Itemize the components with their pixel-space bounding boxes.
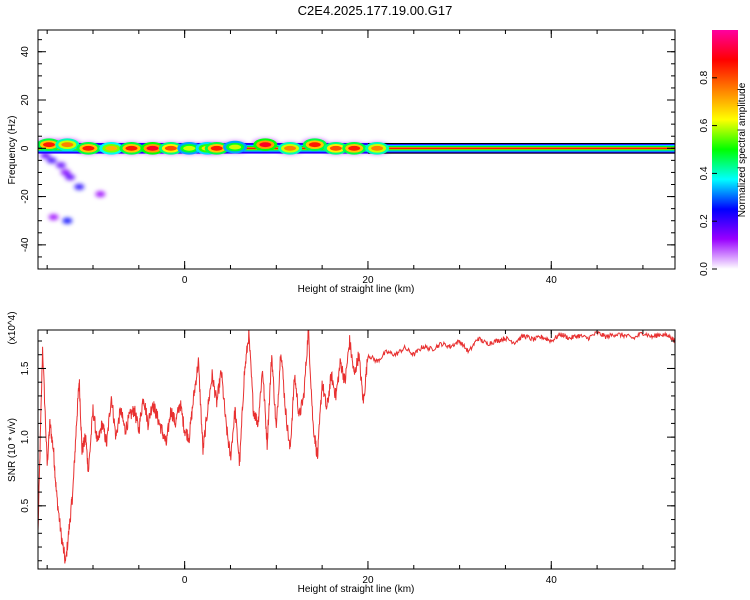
heatmap-marks — [38, 138, 675, 224]
y-tick-label: 1.5 — [20, 361, 31, 375]
colorbar-gradient — [712, 30, 738, 269]
heatmap-scatter-blob — [46, 157, 57, 164]
y-tick-label: 0.5 — [20, 498, 31, 512]
snr-xlabel: Height of straight line (km) — [298, 584, 415, 595]
y-tick-label: -40 — [20, 237, 31, 252]
heatmap-blob-core — [105, 145, 118, 151]
colorbar-tick-label: 0.6 — [699, 118, 710, 132]
heatmap-blob-core — [259, 142, 272, 148]
x-tick-label: 40 — [546, 275, 558, 286]
heatmap-scatter-blob — [95, 191, 106, 198]
heatmap-blob-core — [210, 145, 223, 151]
heatmap-blob-core — [284, 145, 297, 151]
heatmap-scatter-blob — [40, 152, 51, 159]
snr-frame — [37, 329, 676, 570]
heatmap-frame — [37, 29, 676, 270]
heatmap-scatter-blob — [65, 174, 76, 181]
y-tick-label: 20 — [20, 94, 31, 106]
y-tick-label: 0 — [20, 145, 31, 151]
heatmap-blob-core — [308, 142, 321, 148]
heatmap-ticks: 0 20 40 -40 -20 0 20 40 — [20, 30, 675, 286]
heatmap-blob-core — [348, 145, 361, 151]
heatmap-scatter-blob — [60, 169, 71, 176]
colorbar: 0.0 0.2 0.4 0.6 0.8 Normalized spectral ampl… — [699, 30, 748, 276]
colorbar-tick-label: 0.8 — [699, 70, 710, 84]
y-tick-label: 1.0 — [20, 430, 31, 444]
heatmap-blob-core — [371, 145, 384, 151]
heatmap-xlabel: Height of straight line (km) — [298, 284, 415, 295]
heatmap-scatter-blob — [55, 162, 66, 169]
heatmap-scatter-blob — [62, 217, 73, 224]
snr-scale-label: (x10^4) — [7, 311, 18, 344]
heatmap-hot-blobs — [38, 138, 390, 155]
heatmap-blob-core — [146, 145, 159, 151]
x-tick-label: 40 — [546, 575, 558, 586]
x-tick-label: 0 — [182, 275, 188, 286]
x-tick-label: 0 — [182, 575, 188, 586]
x-tick-label: 20 — [362, 575, 374, 586]
heatmap-blob-core — [125, 145, 138, 151]
heatmap-blob-core — [164, 145, 177, 151]
snr-ticks: 0 20 40 0.5 1.0 1.5 — [20, 330, 675, 586]
heatmap-blob-core — [82, 145, 95, 151]
snr-panel: 0 20 40 0.5 1.0 1.5 Height of straight line (… — [7, 311, 676, 595]
colorbar-tick-label: 0.4 — [699, 166, 710, 180]
colorbar-label: Normalized spectral amplitude — [737, 82, 748, 217]
colorbar-tick-label: 0.0 — [699, 262, 710, 276]
spectrogram-panel: 0 20 40 -40 -20 0 20 40 Height of straight line… — [7, 29, 676, 295]
heatmap-blob-core — [42, 142, 55, 148]
y-tick-label: -20 — [20, 189, 31, 204]
colorbar-tick-label: 0.2 — [699, 214, 710, 228]
heatmap-blob-core — [329, 145, 342, 151]
colorbar-ticks: 0.0 0.2 0.4 0.6 0.8 — [699, 70, 717, 276]
heatmap-scatter-blob — [74, 183, 85, 190]
heatmap-blob-core — [183, 145, 196, 151]
snr-ylabel: SNR (10 * v/v) — [7, 418, 18, 482]
snr-series-line — [38, 330, 675, 564]
heatmap-ylabel: Frequency (Hz) — [7, 116, 18, 185]
heatmap-blob-core — [229, 144, 242, 150]
x-tick-label: 20 — [362, 275, 374, 286]
figure-title: C2E4.2025.177.19.00.G17 — [298, 3, 453, 18]
y-tick-label: 40 — [20, 46, 31, 58]
heatmap-blob-core — [61, 142, 74, 148]
heatmap-scatter-blob — [48, 214, 59, 221]
